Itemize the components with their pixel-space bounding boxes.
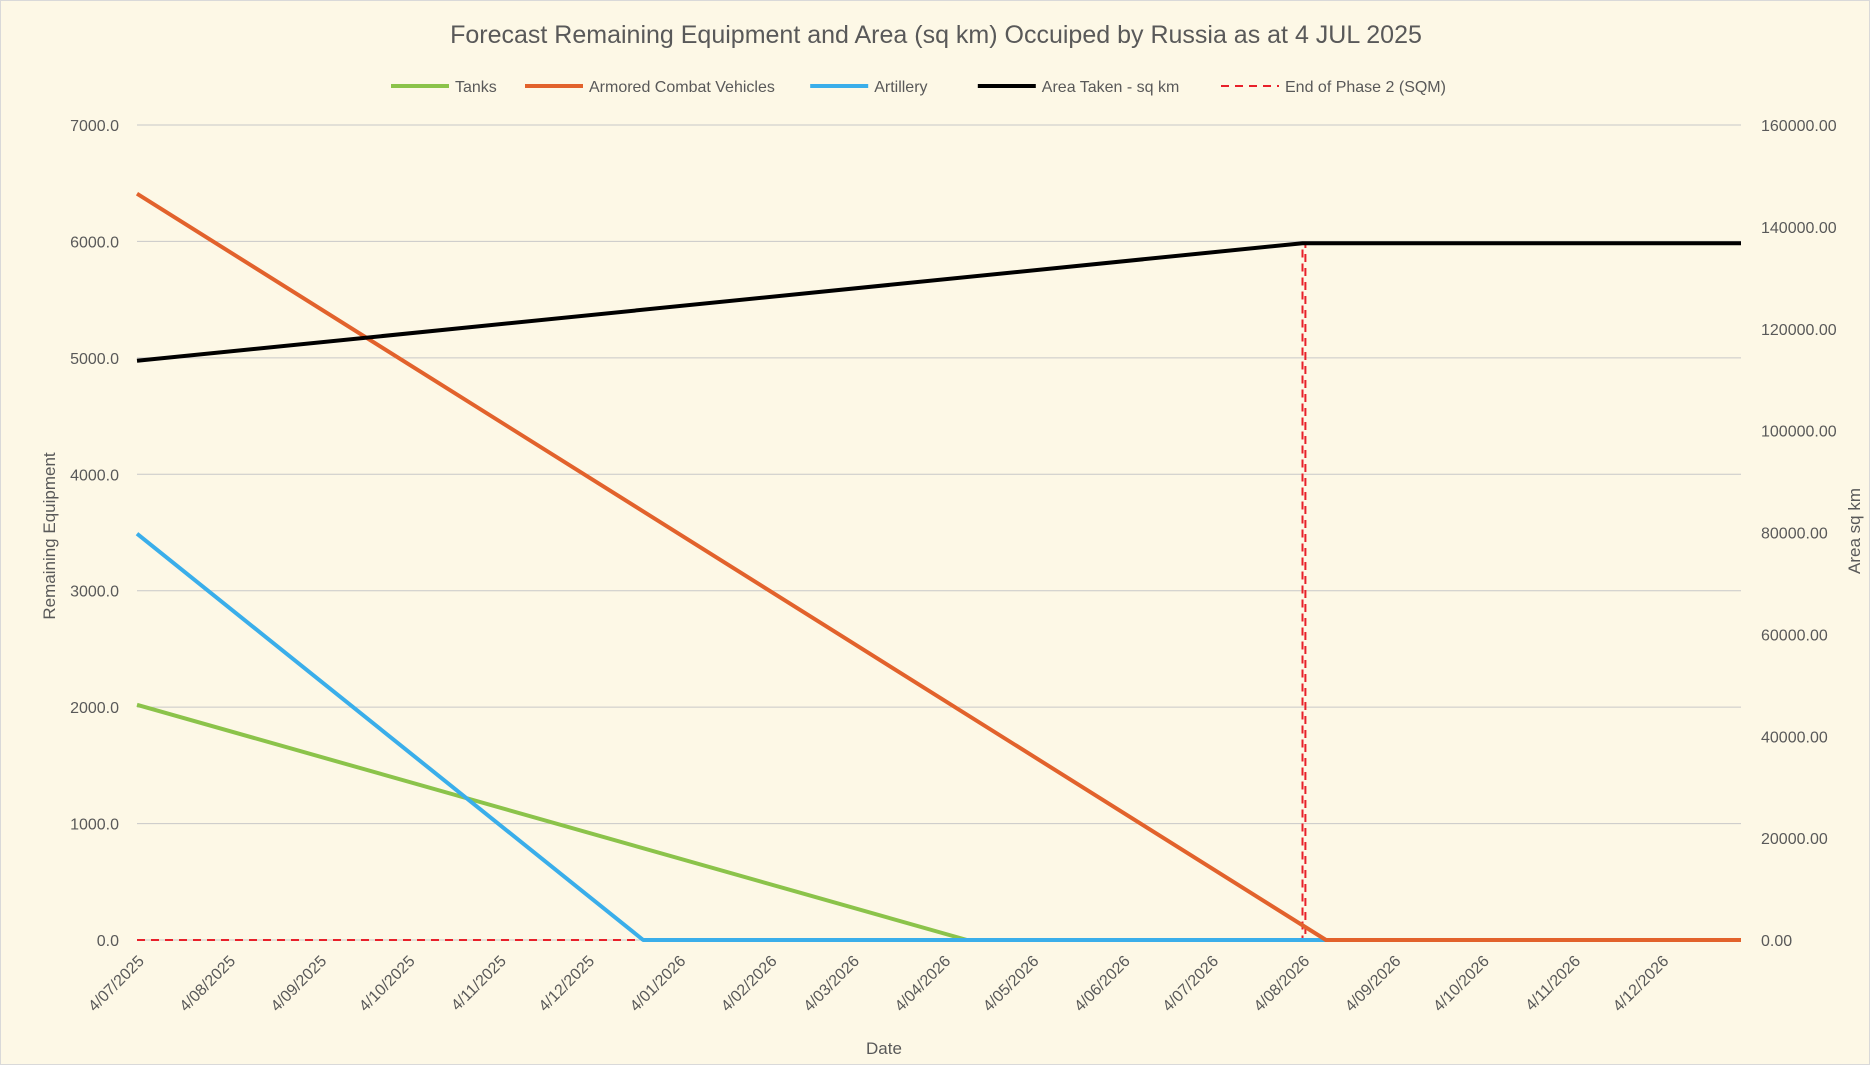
y2-tick-label: 0.00 <box>1761 933 1792 950</box>
legend-item: End of Phase 2 (SQM) <box>1221 79 1446 96</box>
x-tick-label: 4/12/2026 <box>1610 953 1672 1015</box>
x-tick-label: 4/04/2026 <box>892 953 954 1015</box>
x-tick-label: 4/11/2026 <box>1523 953 1585 1015</box>
legend-label: Artillery <box>874 79 927 96</box>
y-axis-right-title: Area sq km <box>1845 488 1864 574</box>
y2-tick-label: 20000.00 <box>1761 831 1828 848</box>
x-tick-label: 4/11/2025 <box>448 953 510 1015</box>
x-tick-label: 4/08/2025 <box>177 953 239 1015</box>
x-tick-label: 4/05/2026 <box>980 953 1042 1015</box>
y2-tick-label: 40000.00 <box>1761 729 1828 746</box>
y-tick-label: 4000.0 <box>70 467 119 484</box>
y-axis-left-ticks: 7000.0 6000.0 5000.0 4000.0 3000.0 2000.0 1000… <box>70 118 119 950</box>
x-tick-label: 4/01/2026 <box>627 953 689 1015</box>
series-line-armored-combat-vehicles <box>135 192 1741 942</box>
y-axis-left-title: Remaining Equipment <box>40 452 59 620</box>
x-tick-label: 4/08/2026 <box>1251 953 1313 1015</box>
x-axis-title: Date <box>866 1039 902 1058</box>
x-tick-label: 4/09/2025 <box>268 953 330 1015</box>
y-tick-label: 0.0 <box>97 933 119 950</box>
legend-label: Tanks <box>455 79 497 96</box>
series-line-area-taken-sq-km <box>136 241 1741 363</box>
x-tick-label: 4/06/2026 <box>1071 953 1133 1015</box>
legend-label: Area Taken - sq km <box>1042 79 1180 96</box>
x-tick-label: 4/07/2026 <box>1160 953 1222 1015</box>
y2-tick-label: 80000.00 <box>1761 526 1828 543</box>
x-tick-label: 4/10/2025 <box>356 953 418 1015</box>
y-tick-label: 3000.0 <box>70 584 119 601</box>
y-tick-label: 7000.0 <box>70 118 119 135</box>
legend-label: Armored Combat Vehicles <box>589 79 775 96</box>
legend-item: Tanks <box>391 79 497 96</box>
y-tick-label: 1000.0 <box>70 817 119 834</box>
y2-tick-label: 100000.00 <box>1761 424 1837 441</box>
series-line-artillery <box>135 532 1741 942</box>
x-tick-label: 4/02/2026 <box>718 953 780 1015</box>
y-axis-right-ticks: 160000.00 140000.00 120000.00 100000.00 8000… <box>1761 118 1837 950</box>
legend-item: Artillery <box>810 79 928 96</box>
y2-tick-label: 60000.00 <box>1761 627 1828 644</box>
series-line-end-of-phase-2-sqm <box>137 242 1307 941</box>
x-tick-label: 4/10/2026 <box>1430 953 1492 1015</box>
x-tick-label: 4/03/2026 <box>801 953 863 1015</box>
legend-item: Area Taken - sq km <box>977 79 1180 96</box>
gridlines <box>137 124 1741 941</box>
y-tick-label: 6000.0 <box>70 234 119 251</box>
y2-tick-label: 120000.00 <box>1761 322 1837 339</box>
y-tick-label: 2000.0 <box>70 700 119 717</box>
chart-title: Forecast Remaining Equipment and Area (s… <box>450 21 1422 49</box>
x-axis-ticks: 4/07/2025 4/08/2025 4/09/2025 4/10/2025 4/11… <box>85 953 1672 1015</box>
legend-item: Armored Combat Vehicles <box>525 79 775 96</box>
x-tick-label: 4/12/2025 <box>536 953 598 1015</box>
x-tick-label: 4/09/2026 <box>1342 953 1404 1015</box>
x-tick-label: 4/07/2025 <box>85 953 147 1015</box>
legend: Tanks Armored Combat Vehicles Artillery Are… <box>391 79 1446 96</box>
y2-tick-label: 140000.00 <box>1761 220 1837 237</box>
legend-label: End of Phase 2 (SQM) <box>1285 79 1446 96</box>
y2-tick-label: 160000.00 <box>1761 118 1837 135</box>
series-line-tanks <box>136 702 1741 942</box>
series-layer <box>135 192 1741 942</box>
y-tick-label: 5000.0 <box>70 351 119 368</box>
